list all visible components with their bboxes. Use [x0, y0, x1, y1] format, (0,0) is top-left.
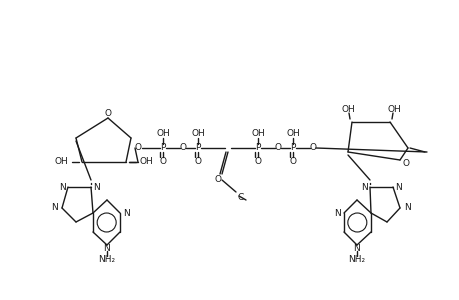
Text: P: P [195, 143, 200, 152]
Text: NH₂: NH₂ [347, 256, 365, 265]
Text: O: O [254, 157, 261, 166]
Text: O: O [104, 109, 111, 118]
Text: OH: OH [156, 130, 169, 139]
Text: N: N [59, 182, 66, 191]
Text: O: O [134, 143, 141, 152]
Text: N: N [51, 203, 58, 212]
Text: P: P [290, 143, 295, 152]
Text: O: O [194, 157, 201, 166]
Text: OH: OH [341, 104, 354, 113]
Text: N: N [394, 182, 401, 191]
Text: N: N [360, 182, 367, 191]
Text: O: O [289, 157, 296, 166]
Text: N: N [353, 244, 359, 253]
Text: O: O [402, 160, 409, 169]
Text: O: O [179, 143, 186, 152]
Text: O: O [309, 143, 316, 152]
Text: OH: OH [140, 158, 153, 166]
Text: O: O [159, 157, 166, 166]
Text: N: N [103, 244, 110, 253]
Text: N: N [334, 208, 340, 217]
Text: C: C [237, 193, 244, 202]
Text: OH: OH [54, 158, 68, 166]
Text: O: O [214, 175, 221, 184]
Text: N: N [93, 182, 100, 191]
Text: O: O [274, 143, 281, 152]
Text: N: N [123, 208, 129, 217]
Text: OH: OH [285, 130, 299, 139]
Text: P: P [255, 143, 260, 152]
Text: P: P [160, 143, 165, 152]
Text: N: N [403, 203, 410, 212]
Text: OH: OH [190, 130, 204, 139]
Text: OH: OH [251, 130, 264, 139]
Text: NH₂: NH₂ [98, 256, 115, 265]
Text: OH: OH [386, 104, 400, 113]
